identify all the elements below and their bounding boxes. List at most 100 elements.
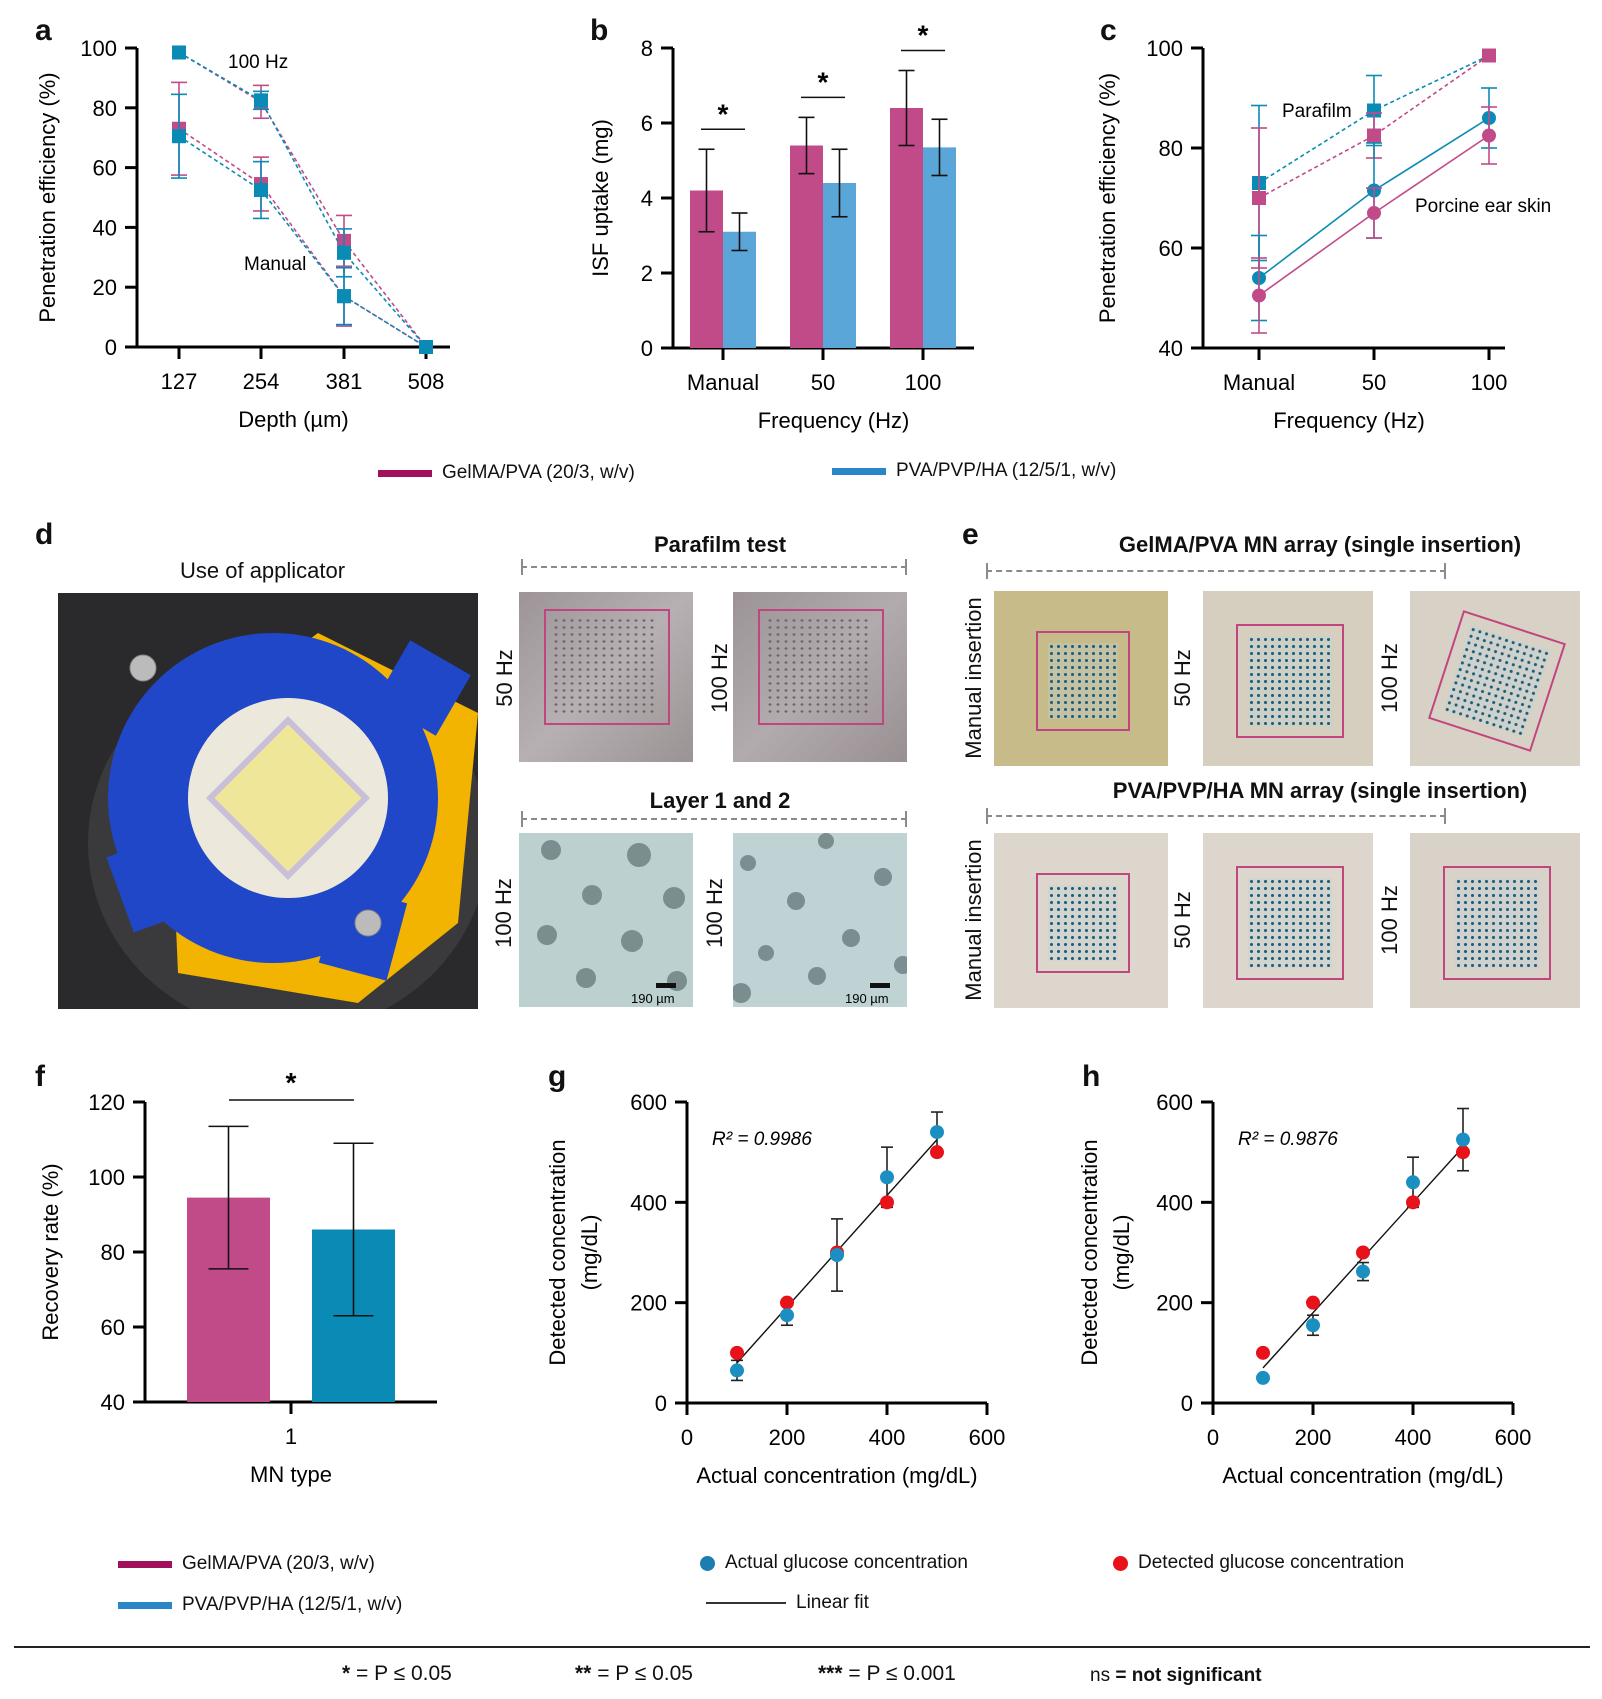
x-tick-label: 0 <box>681 1425 693 1450</box>
legend-label-actual: Actual glucose concentration <box>725 1552 968 1573</box>
x-tick-label: Manual <box>687 370 759 395</box>
legend-item-pva-bottom: PVA/PVP/HA (12/5/1, w/v) <box>118 1594 402 1616</box>
actual-point <box>1406 1175 1420 1190</box>
legend-label-gelma: GelMA/PVA (20/3, w/v) <box>442 462 635 483</box>
x-tick-label: 200 <box>1295 1425 1332 1450</box>
legend-dot-actual <box>700 1555 715 1571</box>
x-axis-label: Depth (µm) <box>238 407 348 432</box>
x-tick-label: 400 <box>869 1425 906 1450</box>
bar <box>890 108 923 348</box>
scale-bar-label: 190 µm <box>845 991 889 1006</box>
x-axis-label: Frequency (Hz) <box>758 408 910 433</box>
mn-array-label-50hz: 50 Hz <box>1170 648 1195 707</box>
x-tick-label: 100 <box>1471 370 1508 395</box>
legend-label-fit: Linear fit <box>796 1592 869 1613</box>
array-frame <box>1236 865 1344 980</box>
legend-item-gelma-bottom: GelMA/PVA (20/3, w/v) <box>118 1553 375 1575</box>
detected-point <box>1406 1195 1420 1210</box>
legend-label-gelma: GelMA/PVA (20/3, w/v) <box>182 1553 375 1574</box>
x-tick-label: 100 <box>905 370 942 395</box>
mn-array-photo-row1-50hz <box>1203 591 1373 766</box>
data-point <box>254 183 268 198</box>
mn-array-label-manual: Manual insertion <box>961 596 986 759</box>
x-tick-label: 381 <box>326 369 363 394</box>
y-tick-label: 60 <box>93 156 117 181</box>
data-point <box>254 93 268 108</box>
y-axis-label: ISF uptake (mg) <box>588 119 613 277</box>
y-tick-label: 80 <box>101 1240 125 1265</box>
panel-label-b: b <box>590 14 609 47</box>
parafilm-label-100hz: 100 Hz <box>707 643 732 713</box>
bar <box>790 145 823 348</box>
data-point <box>1252 191 1266 205</box>
y-tick-label: 80 <box>93 96 117 121</box>
series-line <box>178 51 427 348</box>
significance-star: * <box>286 1067 297 1098</box>
detected-point <box>730 1345 744 1360</box>
gelma-array-title: GelMA/PVA MN array (single insertion) <box>1118 532 1522 557</box>
gelma-array-bracket <box>986 563 1446 579</box>
legend-label-pva: PVA/PVP/HA (12/5/1, w/v) <box>896 460 1117 481</box>
detected-point <box>1256 1345 1270 1360</box>
mn-array-photo-row2-100hz <box>1410 833 1580 1008</box>
actual-point <box>880 1170 894 1185</box>
array-frame <box>1428 609 1566 752</box>
actual-point <box>930 1125 944 1140</box>
y-axis-label: Penetration efficiency (%) <box>1095 73 1120 323</box>
annotation-manual: Manual <box>244 254 306 275</box>
pva-array-bracket <box>986 808 1446 824</box>
series-line <box>178 135 427 348</box>
actual-point <box>1356 1264 1370 1279</box>
y-tick-label: 200 <box>630 1291 667 1316</box>
footnote-ns: ns = not significant <box>1090 1665 1262 1686</box>
legend-swatch-pva <box>832 467 886 475</box>
screw-icon <box>354 909 382 937</box>
x-tick-label: 400 <box>1395 1425 1432 1450</box>
y-tick-label: 6 <box>641 111 653 136</box>
pva-array-title: PVA/PVP/HA MN array (single insertion) <box>1112 778 1528 803</box>
footnote-divider <box>14 1646 1590 1648</box>
y-tick-label: 60 <box>101 1315 125 1340</box>
legend-item-pva: PVA/PVP/HA (12/5/1, w/v) <box>832 460 1116 482</box>
actual-point <box>1256 1370 1270 1385</box>
legend-item-detected: Detected glucose concentration <box>1113 1552 1404 1574</box>
layer-bracket <box>521 811 907 827</box>
r-squared-label: R² = 0.9876 <box>1238 1129 1338 1150</box>
applicator-illustration <box>88 633 478 1009</box>
applicator-photo <box>58 593 478 1009</box>
detected-point <box>880 1195 894 1210</box>
mn-array-photo-row1-manual <box>994 591 1168 766</box>
chart-h-glucose-calibration: 0 200 400 600 0 200 400 600 Actual concentration… <box>1077 1090 1531 1488</box>
y-tick-label: 600 <box>1156 1090 1193 1115</box>
actual-point <box>1456 1132 1470 1147</box>
layer-label-2: 100 Hz <box>702 878 727 948</box>
panel-label-c: c <box>1100 14 1117 47</box>
parafilm-photo-100hz <box>733 592 907 762</box>
footnote-p2: ** = P ≤ 0.05 <box>575 1662 693 1685</box>
y-axis-label: Detected concentration <box>545 1139 570 1365</box>
actual-point <box>1306 1318 1320 1333</box>
data-point <box>172 45 186 60</box>
legend-item-fit: Linear fit <box>706 1592 869 1614</box>
y-tick-label: 40 <box>93 215 117 240</box>
array-frame <box>1036 630 1130 731</box>
x-tick-label: 50 <box>1362 370 1386 395</box>
chart-a-penetration-vs-depth: 0 20 40 60 80 100 127 254 381 508 Depth (µm) Penetr… <box>35 36 450 432</box>
y-tick-label: 20 <box>93 275 117 300</box>
chart-b-isf-uptake: 0 2 4 6 8 Manual 50 100 Frequency (Hz) ISF uptake… <box>588 20 974 433</box>
parafilm-title: Parafilm test <box>653 532 787 557</box>
parafilm-bracket <box>521 559 907 575</box>
x-tick-label: 600 <box>969 1425 1006 1450</box>
mn-array-photo-row2-manual <box>994 833 1168 1008</box>
actual-point <box>830 1248 844 1263</box>
y-tick-label: 80 <box>1159 136 1183 161</box>
significance-star: * <box>918 20 929 51</box>
chart-g-glucose-calibration: 0 200 400 600 0 200 400 600 Actual concentration… <box>545 1090 1006 1488</box>
footnote-p3: *** = P ≤ 0.001 <box>818 1662 956 1685</box>
footnote-p1: * = P ≤ 0.05 <box>342 1662 452 1685</box>
data-point <box>337 245 351 260</box>
mn-patch <box>205 715 371 881</box>
significance-star: * <box>818 66 829 97</box>
panel-label-e: e <box>962 518 979 551</box>
panel-label-d: d <box>35 518 54 551</box>
